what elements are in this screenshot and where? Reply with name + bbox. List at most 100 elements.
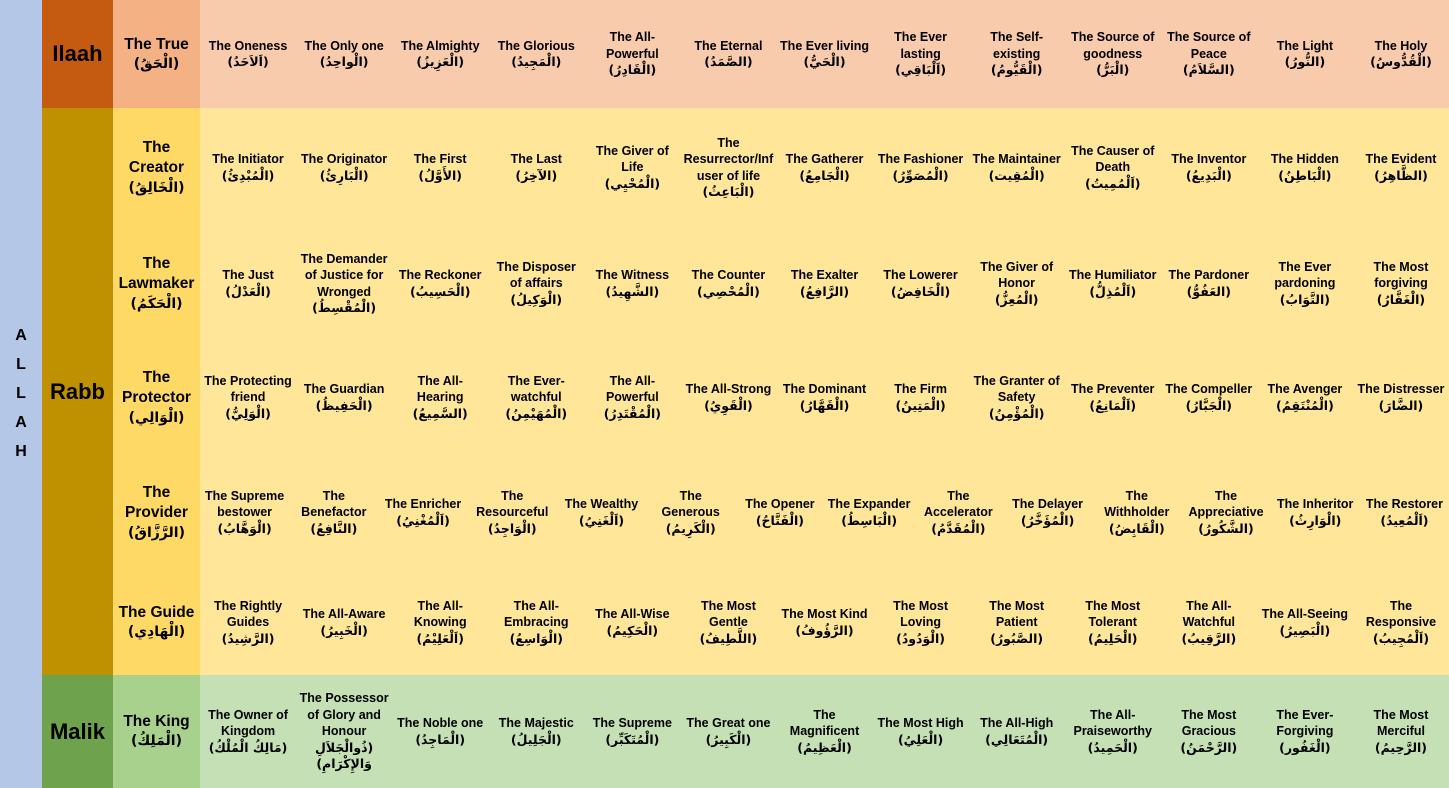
name-arabic: (ذُوالْجَلاَلِ وَالإِكْرَامِ) [315, 739, 374, 772]
name-english: The Evident [1365, 152, 1437, 166]
name-english: The Giver of Honor [980, 259, 1054, 291]
name-english: The Noble one [397, 716, 484, 730]
table-main: Ilaah The True (الْحَقُ) The Oneness (اَلاَح… [42, 0, 1449, 788]
name-english: The Most Patient [989, 598, 1045, 630]
name-arabic: (الْوَهَّابُ) [217, 520, 272, 536]
name-english: The Exalter [790, 268, 859, 282]
name-cell: The Responsive (اَلْمُجِيبُ) [1353, 570, 1449, 675]
name-arabic: (الْبَاسِطُ) [841, 512, 898, 528]
name-cell: The Generous (الْكَرِيمُ) [646, 455, 735, 570]
name-cell: The Resourceful (الْوَاجِدُ) [468, 455, 557, 570]
name-cell: The Counter (الْمُحْصِي) [680, 227, 776, 340]
name-english: The Witness [595, 268, 670, 282]
name-english: The Just [222, 268, 274, 282]
name-cell: The Firm (الْمَتِينُ) [873, 340, 969, 455]
name-cell: The Humiliator (اَلْمُذِلُّ) [1065, 227, 1161, 340]
name-cell: The Self-existing (الْقَيُّومُ) [969, 0, 1065, 108]
name-arabic: (الآخِرُ) [515, 167, 558, 183]
name-arabic: (الْبَاطِنُ) [1278, 167, 1332, 183]
name-arabic: (الْواحِدُ) [319, 54, 369, 69]
name-arabic: (الْمُقِيت) [988, 167, 1045, 183]
name-arabic: (الضَّارَ) [1378, 397, 1424, 413]
name-english: The Expander [827, 497, 911, 511]
name-cell: The Most Gentle (اللَّطِيفُ) [680, 570, 776, 675]
name-arabic: (الْمُصَوِّرُ) [892, 167, 949, 183]
name-arabic: (الْمُتَعَالِي) [985, 731, 1049, 747]
name-arabic: (الرَّشِيدُ) [221, 630, 275, 646]
name-arabic: (الْقَيُّومُ) [990, 62, 1043, 78]
name-english: The All-Aware [302, 607, 386, 621]
name-english: The Benefactor [301, 488, 367, 520]
name-english: The Firm [894, 382, 947, 396]
group-label: The Provider (الرَّزَّاقُ) [113, 455, 200, 570]
name-english: The Gatherer [785, 152, 864, 166]
name-english: The Demander of Justice for Wronged [300, 251, 388, 299]
name-cell: The Avenger (الْمُنْتَقِمُ) [1257, 340, 1353, 455]
name-row: The Guide (الْهَادِي) The Rightly Guides (ا… [113, 570, 1449, 675]
name-cell: The Most Tolerant (الْحَلِيمُ) [1065, 570, 1161, 675]
name-english: The Almighty [400, 38, 480, 53]
name-english: The All-Knowing [413, 598, 467, 630]
name-english: The Responsive [1365, 598, 1437, 630]
name-arabic: (الْوَارِثُ) [1289, 512, 1342, 528]
name-cell: The First (الأَوَّلُ) [392, 108, 488, 227]
name-cell: The Reckoner (الْحَسِيبُ) [392, 227, 488, 340]
name-arabic: (الصَّمَدُ) [704, 54, 753, 69]
name-english: The Possessor of Glory and Honour [299, 691, 389, 739]
name-arabic: (اَلْمُجِيبُ) [1372, 630, 1430, 646]
name-cell: The Restorer (اَلْمُعِيدُ) [1360, 455, 1449, 570]
name-cell: The Eternal (الصَّمَدُ) [680, 0, 776, 108]
names-strip: The Initiator (الْمُبْدِئُ) The Originator… [200, 108, 1449, 227]
name-cell: The All-High (الْمُتَعَالِي) [969, 675, 1065, 788]
name-cell: The Inheritor (الْوَارِثُ) [1271, 455, 1360, 570]
name-cell: The Enricher (اَلْمُغْنِيُ) [378, 455, 467, 570]
name-cell: The Most Kind (الرَّؤُوفُ) [776, 570, 872, 675]
name-row: The True (الْحَقُ) The Oneness (اَلاَحَدُ) T… [113, 0, 1449, 108]
group-label-english: The Provider [125, 484, 188, 522]
name-english: The Supreme bestower [205, 488, 285, 520]
name-cell: The Expander (الْبَاسِطُ) [825, 455, 914, 570]
name-arabic: (الْحَلِيمُ) [1088, 630, 1138, 646]
name-arabic: (الأَوَّلُ) [418, 167, 463, 183]
names-strip: The Just (الْعَدْلُ) The Demander of Justi… [200, 227, 1449, 340]
name-english: The Enricher [384, 497, 462, 511]
name-english: The Distresser [1357, 382, 1445, 396]
name-cell: The Source of Peace (السَّلاَمُ) [1161, 0, 1257, 108]
name-arabic: (الْقَادِرُ) [608, 62, 657, 78]
name-arabic: (اَلْمُغْنِيُ) [396, 512, 450, 528]
name-english: The Withholder [1104, 488, 1170, 520]
name-arabic: (الْقَوِيُ) [704, 397, 753, 413]
name-cell: The Only one (الْواحِدُ) [296, 0, 392, 108]
name-cell: The Disposer of affairs (الْوَكِيلُ) [488, 227, 584, 340]
name-english: The Owner of Kingdom [208, 707, 288, 739]
name-english: The Ever pardoning [1274, 259, 1336, 291]
name-english: The All-Strong [685, 382, 772, 396]
name-cell: The Owner of Kingdom (مَالِكُ الْمُلْكُ) [200, 675, 296, 788]
name-cell: The All-Hearing (السَّمِيعُ) [392, 340, 488, 455]
name-arabic: (اَلْغَنِيُ) [578, 512, 625, 528]
name-cell: The Most Patient (الصَّبُورُ) [969, 570, 1065, 675]
name-arabic: (الْمُؤْمِنُ) [988, 405, 1045, 421]
name-arabic: (الْبَصِيرُ) [1279, 622, 1331, 638]
name-cell: The Source of goodness (الْبَرُّ) [1065, 0, 1161, 108]
section-ilaah: Ilaah The True (الْحَقُ) The Oneness (اَلاَح… [42, 0, 1449, 108]
name-english: The Supreme [592, 716, 672, 730]
name-english: The Most Gracious [1181, 707, 1237, 739]
name-arabic: (اَلْمُعِيدُ) [1380, 512, 1429, 528]
name-arabic: (النَّافِعُ) [310, 520, 358, 536]
name-cell: The All-Embracing (الْوَاسِعُ) [488, 570, 584, 675]
name-cell: The All-Watchful (الرَّقِيبُ) [1161, 570, 1257, 675]
group-label: The True (الْحَقُ) [113, 0, 200, 108]
name-english: The Hidden [1270, 152, 1339, 166]
section-malik: Malik The King (الْمَلِكُ) The Owner of Kin… [42, 675, 1449, 788]
name-cell: The Giver of Honor (الْمُعِزُّ) [969, 227, 1065, 340]
name-english: The Last [510, 152, 562, 166]
name-cell: The Supreme (الْمُتَكَبِّر) [584, 675, 680, 788]
name-english: The Most Tolerant [1085, 598, 1141, 630]
name-cell: The Withholder (الْقَابِضُ) [1092, 455, 1181, 570]
group-label-arabic: (الرَّزَّاقُ) [128, 524, 185, 541]
name-arabic: (الْبَرُّ) [1096, 62, 1130, 78]
name-cell: The Maintainer (الْمُقِيت) [969, 108, 1065, 227]
